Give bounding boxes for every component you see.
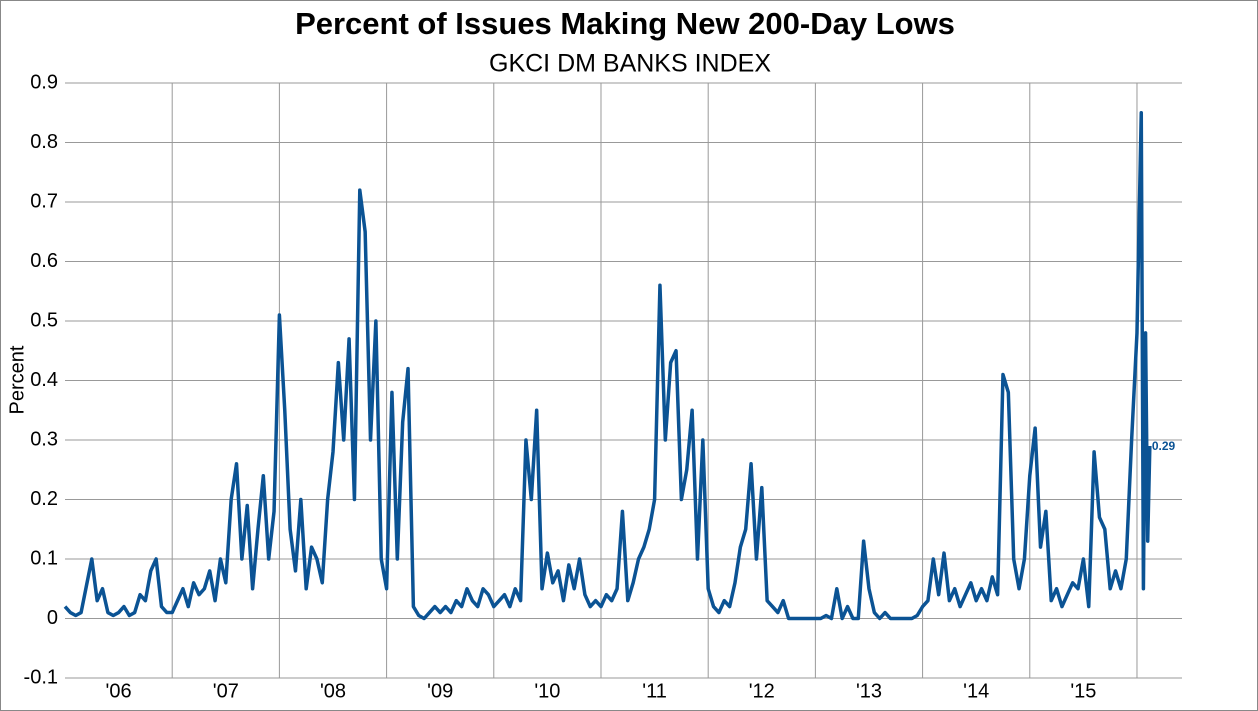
- y-tick-label: -0.1: [24, 666, 58, 688]
- chart-title: Percent of Issues Making New 200-Day Low…: [295, 6, 955, 41]
- y-tick-label: 0.7: [30, 190, 58, 212]
- y-tick-label: 0: [47, 607, 58, 629]
- x-tick-label: '13: [856, 680, 882, 702]
- data-label: 0.29: [1152, 439, 1176, 453]
- y-tick-label: 0.5: [30, 309, 58, 331]
- series-line: [63, 111, 1152, 621]
- x-tick-label: '06: [106, 680, 132, 702]
- chart-subtitle: GKCI DM BANKS INDEX: [489, 50, 771, 78]
- x-tick-label: '15: [1070, 680, 1096, 702]
- x-tick-label: '08: [320, 680, 346, 702]
- x-tick-label: '14: [963, 680, 989, 702]
- x-tick-label: '09: [427, 680, 453, 702]
- y-tick-label: 0.1: [30, 547, 58, 569]
- x-tick-label: '11: [642, 680, 667, 702]
- x-tick-label: '07: [213, 680, 239, 702]
- y-tick-label: 0.2: [30, 488, 58, 510]
- y-axis-label: Percent: [6, 345, 28, 414]
- y-tick-label: 0.4: [30, 369, 58, 391]
- y-tick-label: 0.8: [30, 131, 58, 153]
- x-tick-label: '12: [749, 680, 775, 702]
- x-tick-label: '10: [534, 680, 560, 702]
- y-tick-label: 0.6: [30, 250, 58, 272]
- y-tick-label: 0.3: [30, 428, 58, 450]
- y-tick-label: 0.9: [30, 71, 58, 93]
